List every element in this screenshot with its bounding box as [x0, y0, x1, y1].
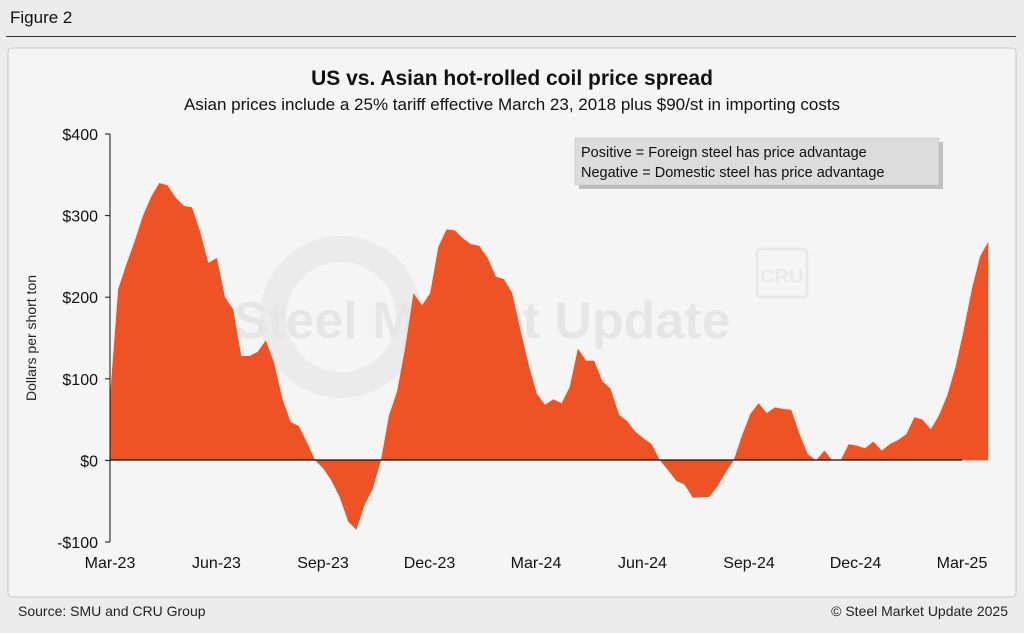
x-tick-label: Sep-23 — [297, 555, 349, 572]
legend-line-positive: Positive = Foreign steel has price advan… — [581, 145, 867, 161]
x-tick-label: Mar-23 — [85, 555, 136, 572]
x-ticks: Mar-23 Jun-23 Sep-23 Dec-23 Mar-24 Jun-24 Sep-… — [85, 555, 988, 572]
legend-line-negative: Negative = Domestic steel has price adva… — [581, 165, 884, 181]
y-tick-label: $300 — [62, 209, 98, 226]
chart-title: US vs. Asian hot-rolled coil price sprea… — [311, 67, 713, 90]
y-tick-label: $200 — [62, 290, 98, 307]
legend-background — [574, 137, 940, 186]
y-tick-label: $0 — [80, 453, 98, 470]
y-ticks: -$100 $0 $100 $200 $300 $400 — [57, 127, 110, 552]
x-tick-label: Dec-23 — [404, 555, 456, 572]
y-tick-label: $400 — [62, 127, 98, 144]
x-tick-label: Dec-24 — [830, 555, 882, 572]
x-tick-label: Mar-25 — [937, 555, 988, 572]
watermark-badge-text: CRU — [760, 266, 803, 288]
x-tick-label: Mar-24 — [511, 555, 562, 572]
y-tick-label: -$100 — [57, 535, 98, 552]
chart-subtitle: Asian prices include a 25% tariff effect… — [184, 95, 840, 114]
legend-box: Positive = Foreign steel has price advan… — [574, 137, 943, 189]
y-tick-label: $100 — [62, 372, 98, 389]
y-axis-label: Dollars per short ton — [23, 275, 39, 401]
spread-area — [110, 183, 989, 530]
watermark-badge — [755, 247, 809, 299]
figure-label: Figure 2 — [10, 8, 73, 27]
x-tick-label: Jun-24 — [618, 555, 667, 572]
x-tick-label: Jun-23 — [192, 555, 241, 572]
x-tick-label: Sep-24 — [723, 555, 775, 572]
copyright-note: © Steel Market Update 2025 — [831, 603, 1008, 619]
source-note: Source: SMU and CRU Group — [18, 603, 206, 619]
watermark-ring — [260, 236, 422, 398]
top-rule — [6, 36, 1016, 37]
